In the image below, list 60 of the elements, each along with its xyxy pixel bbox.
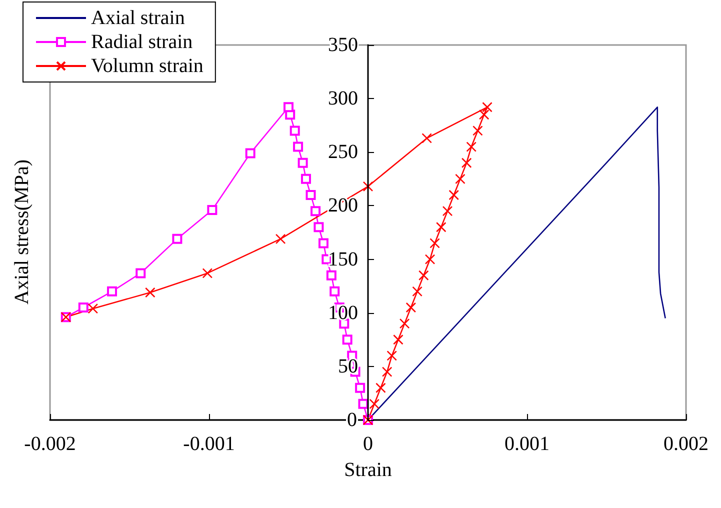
point bbox=[399, 318, 410, 329]
point bbox=[406, 302, 416, 313]
point bbox=[430, 238, 440, 248]
point bbox=[382, 366, 392, 377]
point bbox=[386, 350, 397, 361]
point bbox=[436, 222, 446, 232]
x-tick-label: 0 bbox=[363, 433, 373, 455]
point bbox=[422, 133, 432, 144]
x-axis-title: Strain bbox=[344, 459, 392, 481]
point bbox=[88, 303, 98, 314]
point bbox=[362, 181, 374, 192]
point bbox=[245, 148, 256, 158]
point bbox=[145, 287, 156, 298]
point bbox=[207, 205, 218, 215]
point bbox=[472, 126, 483, 136]
point bbox=[306, 190, 316, 200]
point bbox=[326, 270, 336, 280]
x-tick-label: 0.001 bbox=[504, 433, 550, 455]
point bbox=[358, 398, 368, 409]
point bbox=[442, 206, 453, 216]
point bbox=[318, 238, 328, 248]
point bbox=[293, 142, 304, 152]
point bbox=[314, 222, 324, 232]
point bbox=[424, 254, 436, 264]
point bbox=[369, 398, 380, 410]
point bbox=[78, 302, 88, 312]
point bbox=[482, 102, 492, 112]
point bbox=[202, 268, 213, 278]
point bbox=[284, 102, 294, 112]
x-tick-label: 0.002 bbox=[664, 433, 708, 455]
point bbox=[418, 270, 429, 281]
point bbox=[310, 206, 321, 216]
y-tick-label: 350 bbox=[328, 34, 358, 56]
point bbox=[461, 158, 472, 168]
point bbox=[455, 174, 466, 184]
y-tick-label: 0 bbox=[347, 409, 357, 431]
point bbox=[412, 286, 422, 297]
point bbox=[466, 142, 476, 152]
point bbox=[107, 286, 118, 296]
point bbox=[300, 174, 311, 184]
point bbox=[355, 382, 366, 393]
point bbox=[342, 334, 352, 345]
legend-label: Axial strain bbox=[91, 7, 185, 29]
point bbox=[275, 234, 286, 244]
point bbox=[290, 126, 300, 136]
point bbox=[376, 382, 386, 394]
point bbox=[393, 334, 404, 345]
y-axis-title: Axial stress(MPa) bbox=[11, 160, 33, 304]
point bbox=[298, 158, 308, 168]
legend-label: Volumn strain bbox=[91, 55, 204, 77]
x-tick-label: -0.001 bbox=[183, 433, 235, 455]
y-tick-label: 300 bbox=[328, 88, 358, 110]
point bbox=[172, 234, 182, 244]
point bbox=[478, 109, 490, 120]
y-tick-label: 250 bbox=[328, 141, 358, 164]
x-tick-label: -0.002 bbox=[24, 433, 76, 455]
point bbox=[330, 286, 340, 296]
point bbox=[136, 268, 146, 278]
legend-label: Radial strain bbox=[91, 31, 193, 53]
point bbox=[448, 190, 460, 200]
